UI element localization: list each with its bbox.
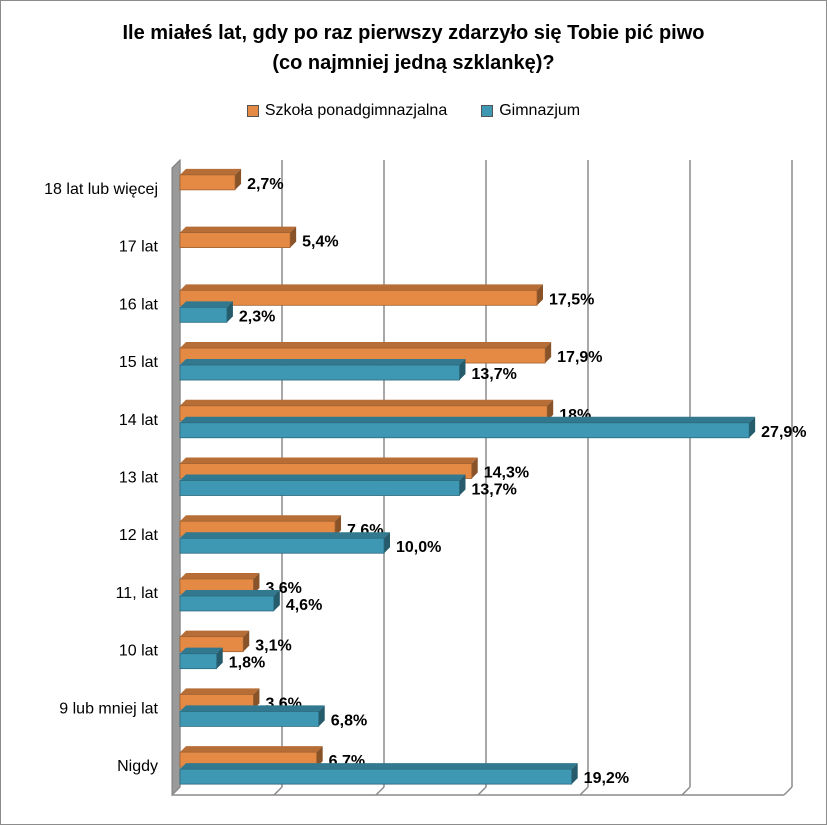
bar-s2-8 xyxy=(179,653,218,670)
bar-s2-9-top xyxy=(180,705,325,712)
category-label-5: 13 lat xyxy=(119,470,159,487)
data-label-s1-5: 14,3% xyxy=(484,465,529,482)
bar-s1-4-top xyxy=(180,399,554,406)
data-label-s2-10: 19,2% xyxy=(584,770,629,787)
bar-s2-3-side xyxy=(459,359,466,381)
bar-s1-1-top xyxy=(180,226,297,233)
bar-s2-6 xyxy=(179,537,385,554)
bar-s2-4-side xyxy=(749,416,756,438)
data-label-s2-7: 4,6% xyxy=(286,597,322,614)
bar-s1-8-side xyxy=(243,630,250,652)
bar-s1-9-top xyxy=(180,688,260,695)
data-label-s2-8: 1,8% xyxy=(229,655,265,672)
bar-s1-6-side xyxy=(335,515,342,537)
bar-s2-10-side xyxy=(571,763,578,785)
bar-s1-3-side xyxy=(545,342,552,364)
data-label-s2-6: 10,0% xyxy=(396,539,441,556)
bar-s1-0 xyxy=(179,174,236,191)
data-label-s2-2: 2,3% xyxy=(239,308,275,325)
bar-s2-5 xyxy=(179,480,460,496)
category-label-3: 15 lat xyxy=(119,354,159,371)
legend-item-series-1: Szkoła ponadgimnazjalna xyxy=(246,102,448,120)
bar-s1-0-top xyxy=(180,168,242,175)
bar-s1-1 xyxy=(179,232,291,248)
chart-title: Ile miałeś lat, gdy po raz pierwszy zdar… xyxy=(0,18,827,78)
category-label-6: 12 lat xyxy=(119,527,159,544)
gridline-foot-5 xyxy=(681,786,691,796)
data-label-s1-3: 17,9% xyxy=(557,349,602,366)
data-label-s1-0: 2,7% xyxy=(247,176,283,193)
bar-s2-9-side xyxy=(318,705,325,727)
bar-s1-7-side xyxy=(253,572,260,594)
bar-s2-10 xyxy=(179,768,573,785)
bar-s2-9 xyxy=(179,711,320,727)
bar-s2-5-side xyxy=(459,474,466,496)
bar-s2-4 xyxy=(179,422,750,439)
bar-s1-2-top xyxy=(180,284,543,291)
category-label-0: 18 lat lub więcej xyxy=(44,181,158,198)
data-label-s1-8: 3,1% xyxy=(255,638,291,655)
data-label-s1-2: 17,5% xyxy=(549,291,594,308)
bar-s1-9-side xyxy=(253,688,260,710)
bar-s1-8-top xyxy=(180,630,250,637)
bar-s2-3 xyxy=(179,364,460,381)
bar-s2-2 xyxy=(179,306,228,323)
gridline-foot-1 xyxy=(273,786,283,796)
category-label-4: 14 lat xyxy=(119,412,159,429)
gridline-foot-6 xyxy=(783,786,793,796)
bar-s1-2-side xyxy=(537,284,543,306)
category-label-8: 10 lat xyxy=(119,643,159,660)
legend-label-series-2: Gimnazjum xyxy=(499,102,581,119)
bar-s1-1-side xyxy=(290,226,297,248)
bar-s2-7 xyxy=(179,595,275,612)
data-label-s1-1: 5,4% xyxy=(302,234,338,251)
bar-s1-4-side xyxy=(547,399,554,421)
bar-s2-3-top xyxy=(180,359,466,366)
bar-s2-2-side xyxy=(226,301,233,323)
bar-s1-10-top xyxy=(180,746,323,753)
bar-s1-10-side xyxy=(316,746,323,768)
legend-swatch-series-2 xyxy=(481,105,494,117)
legend-swatch-series-1 xyxy=(246,105,259,117)
chart-title-line-2: (co najmniej jedną szklankę)? xyxy=(272,52,555,74)
legend: Szkoła ponadgimnazjalna Gimnazjum xyxy=(0,102,827,120)
bar-s2-8-side xyxy=(216,647,223,669)
data-label-s2-5: 13,7% xyxy=(471,482,516,499)
bar-s2-2-top xyxy=(180,301,233,308)
legend-label-series-1: Szkoła ponadgimnazjalna xyxy=(264,102,448,119)
data-label-s2-3: 13,7% xyxy=(471,366,516,383)
bar-s2-5-top xyxy=(180,474,466,481)
bar-s1-5-top xyxy=(180,457,478,464)
bar-s2-4-top xyxy=(180,416,756,423)
bar-s2-8-top xyxy=(180,647,223,654)
bar-s1-0-side xyxy=(235,168,242,190)
bar-s2-6-top xyxy=(180,532,390,539)
bar-s1-6-top xyxy=(180,515,342,522)
bar-s1-3-top xyxy=(180,342,552,349)
chart-title-line-1: Ile miałeś lat, gdy po raz pierwszy zdar… xyxy=(122,22,705,44)
legend-item-series-2: Gimnazjum xyxy=(481,102,580,120)
category-label-2: 16 lat xyxy=(119,296,159,313)
gridline-foot-4 xyxy=(579,786,589,796)
data-label-s2-4: 27,9% xyxy=(761,424,806,441)
bar-s1-5-side xyxy=(471,457,478,479)
category-label-9: 9 lub mniej lat xyxy=(59,700,158,717)
category-label-10: Nigdy xyxy=(117,758,158,775)
bar-s2-10-top xyxy=(180,763,578,770)
bar-s2-6-side xyxy=(384,532,390,554)
data-label-s2-9: 6,8% xyxy=(331,712,367,729)
bar-s1-2 xyxy=(179,289,538,306)
bar-s2-7-top xyxy=(180,589,280,596)
gridline-foot-0 xyxy=(171,786,181,796)
gridline-foot-2 xyxy=(375,786,385,796)
bar-s2-7-side xyxy=(273,589,280,611)
category-label-7: 11, lat xyxy=(116,585,159,602)
axis-wall xyxy=(171,158,181,797)
gridline-foot-3 xyxy=(477,786,487,796)
bar-s1-7-top xyxy=(180,572,260,579)
category-label-1: 17 lat xyxy=(119,239,159,256)
